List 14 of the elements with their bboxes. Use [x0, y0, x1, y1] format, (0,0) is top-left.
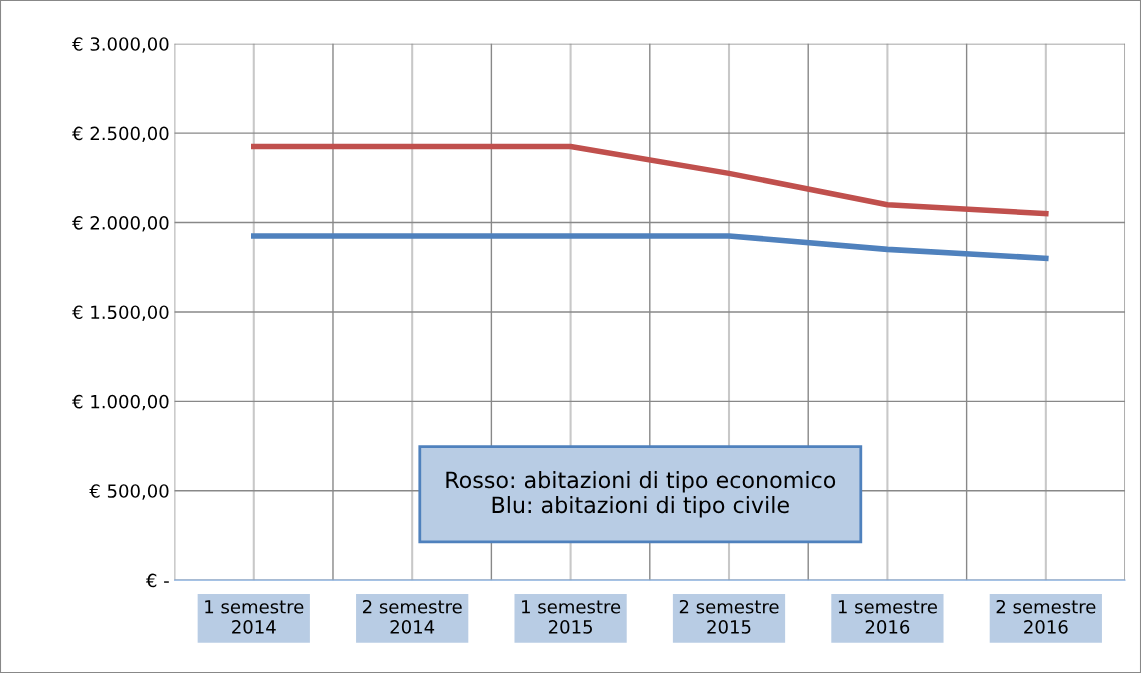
y-tick-label: € 1.000,00: [72, 394, 169, 411]
x-tick-label: 1 semestre 2016: [838, 600, 937, 634]
x-tick-label: 2 semestre 2014: [362, 599, 462, 634]
x-tick-label: 2 semestre 2015: [679, 599, 779, 634]
y-tick-label: € -: [145, 573, 169, 588]
y-tick-label: € 2.500,00: [72, 126, 169, 143]
y-tick-label: € 1.500,00: [72, 305, 169, 321]
x-tick-label: 2 semestre 2016: [996, 599, 1096, 634]
y-tick-label: € 2.000,00: [72, 216, 169, 232]
annotation: Rosso: abitazioni di tipo economico Blu: abitazioni di tipo civile: [446, 471, 836, 518]
x-tick-label: 1 semestre 2014: [205, 600, 304, 634]
y-tick-label: € 3.000,00: [72, 37, 169, 53]
y-tick-label: € 500,00: [89, 484, 169, 500]
x-tick-label: 1 semestre 2015: [522, 600, 621, 634]
